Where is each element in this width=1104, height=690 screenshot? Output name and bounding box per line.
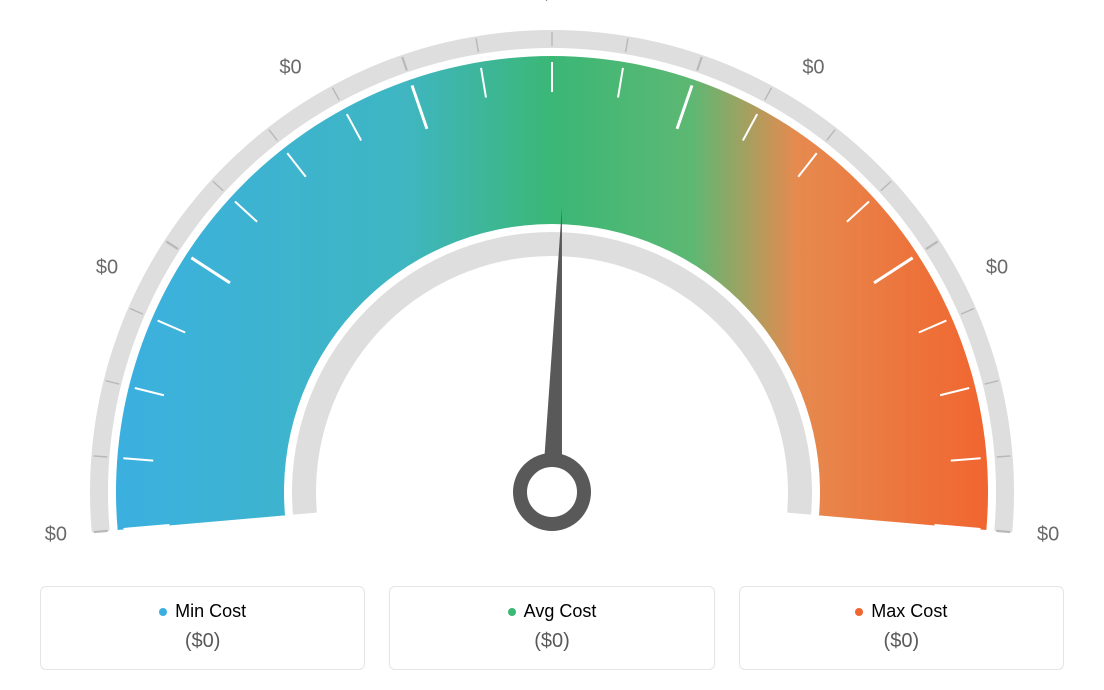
- gauge-tick-label: $0: [541, 0, 563, 6]
- gauge-chart: $0 $0 $0 $0 $0 $0 $0: [0, 0, 1104, 560]
- legend-value-min: ($0): [57, 630, 348, 653]
- legend-value-max: ($0): [756, 630, 1047, 653]
- legend-label-text-max: Max Cost: [871, 601, 947, 622]
- gauge-tick-label: $0: [45, 524, 67, 547]
- gauge-tick-label: $0: [96, 257, 118, 280]
- legend-label-text-min: Min Cost: [175, 601, 246, 622]
- gauge-svg: [0, 0, 1104, 560]
- gauge-tick-label: $0: [802, 57, 824, 80]
- legend-card-avg: Avg Cost ($0): [389, 586, 714, 670]
- gauge-tick-label: $0: [279, 57, 301, 80]
- legend-value-avg: ($0): [406, 630, 697, 653]
- legend-dot-avg: [508, 608, 516, 616]
- legend-dot-max: [855, 608, 863, 616]
- legend-dot-min: [159, 608, 167, 616]
- legend-label-max: Max Cost: [855, 601, 947, 622]
- legend-label-avg: Avg Cost: [508, 601, 597, 622]
- legend-card-max: Max Cost ($0): [739, 586, 1064, 670]
- legend-label-min: Min Cost: [159, 601, 246, 622]
- gauge-tick-label: $0: [986, 257, 1008, 280]
- legend-row: Min Cost ($0) Avg Cost ($0) Max Cost ($0…: [40, 586, 1064, 670]
- legend-card-min: Min Cost ($0): [40, 586, 365, 670]
- legend-label-text-avg: Avg Cost: [524, 601, 597, 622]
- cost-gauge-container: $0 $0 $0 $0 $0 $0 $0 Min Cost ($0) Avg Cost ($…: [0, 0, 1104, 690]
- gauge-tick-label: $0: [1037, 524, 1059, 547]
